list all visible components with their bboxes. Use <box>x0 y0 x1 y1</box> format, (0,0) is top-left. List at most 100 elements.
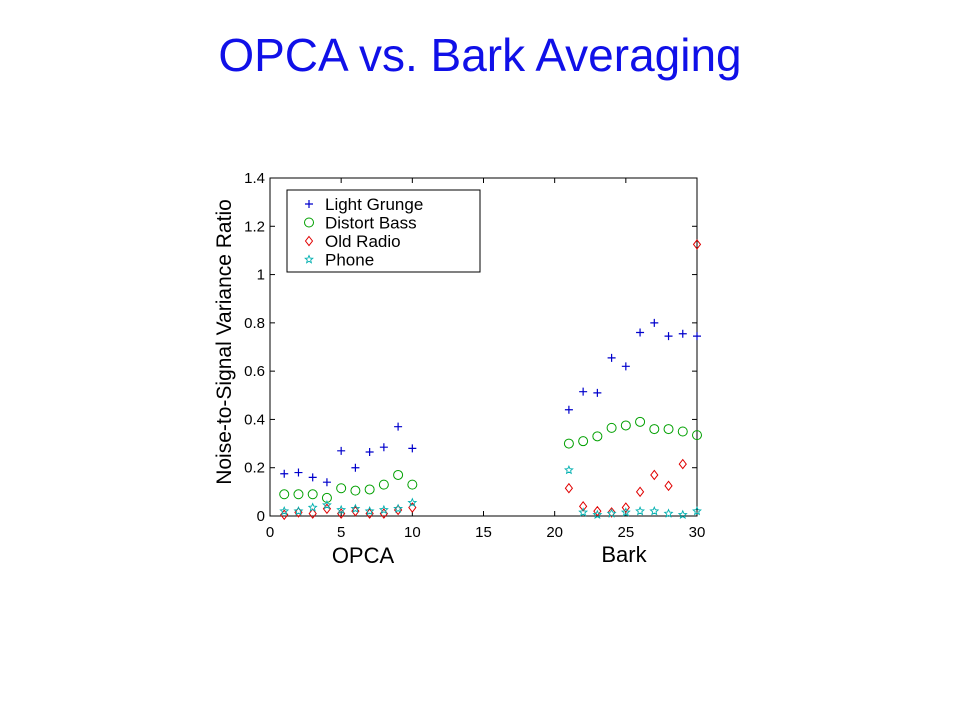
x-tick-label: 15 <box>475 524 492 541</box>
data-point <box>337 446 346 455</box>
legend-marker <box>304 254 314 264</box>
legend-marker <box>305 200 313 208</box>
y-tick-label: 0.2 <box>244 460 265 477</box>
data-point <box>563 464 574 475</box>
data-point <box>664 480 673 492</box>
data-point <box>350 485 361 496</box>
legend-marker <box>304 217 314 228</box>
data-point <box>365 448 374 457</box>
data-point <box>563 438 574 449</box>
legend-label: Distort Bass <box>325 214 417 233</box>
y-tick-label: 1 <box>257 267 265 284</box>
legend-box <box>286 189 481 273</box>
data-point <box>321 492 332 503</box>
data-point <box>294 468 303 477</box>
data-point <box>593 388 602 397</box>
data-point <box>279 489 290 500</box>
data-point <box>393 469 404 480</box>
data-point <box>365 508 374 519</box>
data-point <box>379 443 388 452</box>
data-point <box>407 479 418 490</box>
y-tick-label: 0.8 <box>244 315 265 332</box>
data-point <box>322 478 331 487</box>
data-point <box>635 505 645 516</box>
data-point <box>607 507 616 518</box>
data-point <box>350 503 361 513</box>
data-point <box>578 436 589 447</box>
data-point <box>293 489 304 500</box>
data-point <box>635 416 646 427</box>
data-point <box>692 430 702 441</box>
data-point <box>650 469 659 481</box>
data-point <box>692 505 702 516</box>
data-point <box>636 328 645 337</box>
slide-title: OPCA vs. Bark Averaging <box>218 29 742 81</box>
data-point <box>564 482 574 494</box>
data-point <box>393 503 404 513</box>
data-point <box>677 426 688 437</box>
series-distort-bass <box>279 416 702 503</box>
y-tick-label: 0.6 <box>244 363 265 380</box>
x-tick-label: 25 <box>617 524 634 541</box>
data-point <box>664 332 673 341</box>
x-tick-label: 0 <box>266 524 274 541</box>
data-point <box>650 318 659 327</box>
y-tick-label: 0 <box>257 508 265 525</box>
data-point <box>663 424 674 435</box>
data-point <box>606 508 617 518</box>
data-point <box>620 507 631 517</box>
x-tick-label: 30 <box>689 524 706 541</box>
data-point <box>322 499 332 510</box>
y-tick-label: 0.4 <box>244 411 265 428</box>
data-point <box>393 504 403 516</box>
legend-label: Phone <box>325 251 374 270</box>
data-point <box>579 387 588 396</box>
data-point <box>307 489 318 500</box>
data-point <box>693 332 701 341</box>
data-point <box>336 483 347 494</box>
y-tick-label: 1.2 <box>244 218 265 235</box>
x-group-label-bark: Bark <box>601 542 647 567</box>
data-point <box>620 420 631 431</box>
series-phone <box>279 464 702 519</box>
data-point <box>649 424 660 435</box>
data-point <box>578 507 589 517</box>
legend-marker <box>304 235 314 247</box>
x-tick-label: 20 <box>546 524 563 541</box>
data-point <box>635 486 645 498</box>
data-point <box>308 473 317 482</box>
data-point <box>649 505 660 516</box>
data-point <box>364 505 375 516</box>
data-point <box>592 509 603 519</box>
data-point <box>678 458 687 470</box>
data-point <box>279 505 290 516</box>
series-old-radio <box>280 239 702 521</box>
y-tick-label: 1.4 <box>244 170 265 187</box>
data-point <box>394 422 403 431</box>
data-point <box>593 505 602 517</box>
data-point <box>351 463 360 472</box>
y-axis-label: Noise-to-Signal Variance Ratio <box>213 199 236 485</box>
data-point <box>408 444 417 453</box>
data-point <box>692 239 702 250</box>
data-point <box>621 502 630 513</box>
data-point <box>621 362 630 371</box>
data-point <box>564 405 573 414</box>
data-point <box>606 422 617 433</box>
data-point <box>678 329 687 338</box>
data-point <box>407 497 418 507</box>
data-point <box>378 504 389 515</box>
x-group-label-opca: OPCA <box>332 543 395 568</box>
series-light-grunge <box>280 318 701 487</box>
data-point <box>307 502 318 512</box>
data-point <box>364 484 375 495</box>
data-point <box>578 501 588 512</box>
legend-label: Old Radio <box>325 232 401 251</box>
data-point <box>293 505 304 516</box>
data-point <box>336 504 347 515</box>
data-point <box>607 353 616 362</box>
data-point <box>378 479 389 490</box>
data-point <box>351 505 360 517</box>
